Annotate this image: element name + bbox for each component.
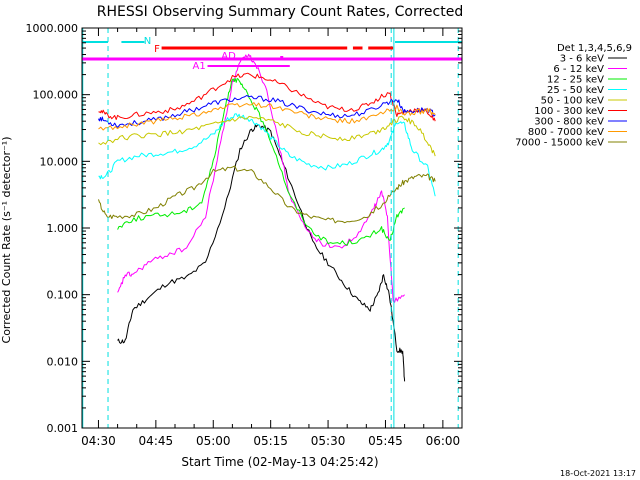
legend-label: 7000 - 15000 keV: [515, 138, 604, 149]
series-line: [117, 78, 405, 246]
y-tick-label: 0.100: [47, 289, 79, 302]
y-axis-label: Corrected Count Rate (s⁻¹ detector⁻¹): [0, 137, 13, 344]
y-tick-label: 10.000: [40, 155, 79, 168]
flag-label: N: [144, 36, 151, 47]
chart-title: RHESSI Observing Summary Count Rates, Co…: [97, 4, 463, 20]
series-line: [98, 113, 436, 197]
x-tick-label: 04:45: [139, 434, 174, 448]
flag-label: A1: [192, 61, 205, 72]
y-tick-label: 1.000: [47, 222, 79, 235]
legend-label: 50 - 100 keV: [541, 96, 605, 107]
series-line: [98, 72, 436, 122]
legend-title: Det 1,3,4,5,6,9: [557, 43, 632, 54]
series-layer: [98, 53, 436, 382]
x-axis-label: Start Time (02-May-13 04:25:42): [181, 455, 378, 469]
x-tick-label: 05:15: [253, 434, 288, 448]
y-tick-label: 1000.000: [26, 22, 79, 35]
x-tick-label: 05:00: [196, 434, 231, 448]
flag-label: F: [154, 44, 160, 55]
legend-label: 100 - 300 keV: [534, 106, 604, 117]
series-line: [98, 115, 436, 157]
series-line: [98, 102, 436, 131]
series-line: [98, 165, 436, 224]
y-tick-label: 0.010: [47, 355, 79, 368]
legend-label: 12 - 25 keV: [547, 75, 604, 86]
flag-label: AD: [221, 51, 236, 62]
x-tick-label: 05:45: [368, 434, 403, 448]
x-tick-label: 06:00: [426, 434, 461, 448]
legend-label: 25 - 50 keV: [547, 85, 604, 96]
x-tick-label: 05:30: [311, 434, 346, 448]
x-tick-label: 04:30: [81, 434, 116, 448]
flag-dot: [280, 56, 284, 59]
legend-label: 800 - 7000 keV: [528, 127, 604, 138]
footer-timestamp: 18-Oct-2021 13:17: [560, 469, 636, 478]
y-tick-label: 0.001: [47, 422, 79, 435]
y-tick-label: 100.000: [33, 89, 79, 102]
legend-label: 300 - 800 keV: [534, 117, 604, 128]
legend-label: 3 - 6 keV: [560, 54, 604, 65]
axes-layer: 0.001 0.010 0.100 1.000 10.000 100.000 1000.00…: [26, 22, 463, 448]
legend-label: 6 - 12 keV: [553, 64, 604, 75]
